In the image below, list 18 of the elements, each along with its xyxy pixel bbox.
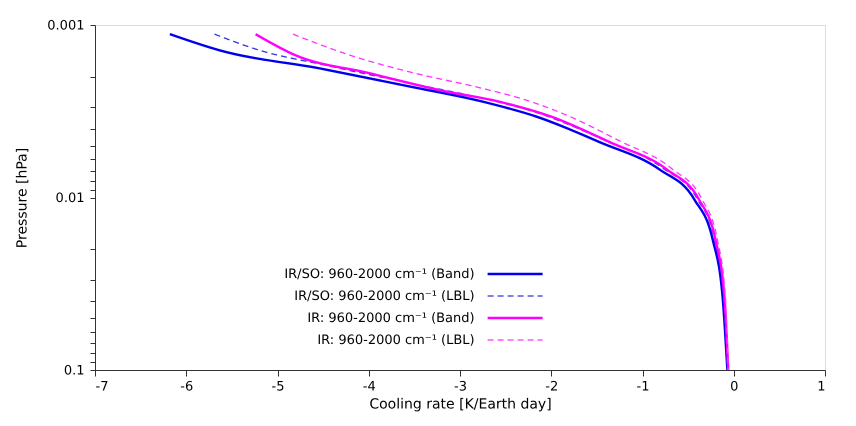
y-axis-title: Pressure [hPa] — [14, 148, 30, 248]
y-tick-label: 0.01 — [56, 191, 84, 206]
legend-label: IR: 960-2000 cm⁻¹ (Band) — [307, 311, 475, 326]
x-tick-label: 0 — [730, 380, 738, 394]
y-tick-label: 0.001 — [47, 18, 84, 34]
x-tick-label: -2 — [545, 380, 558, 394]
x-tick-label: -7 — [96, 380, 108, 394]
x-tick-label: -4 — [362, 380, 376, 394]
x-axis-title: Cooling rate [K/Earth day] — [369, 396, 552, 412]
x-tick-label: -1 — [636, 380, 650, 394]
y-tick-label: 0.1 — [64, 364, 84, 378]
x-tick-label: -5 — [272, 380, 284, 394]
legend-label: IR/SO: 960-2000 cm⁻¹ (Band) — [284, 267, 475, 282]
x-tick-label: -6 — [180, 380, 194, 394]
legend-label: IR: 960-2000 cm⁻¹ (LBL) — [317, 333, 475, 348]
legend-label: IR/SO: 960-2000 cm⁻¹ (LBL) — [294, 289, 475, 304]
x-tick-label: -3 — [454, 380, 467, 394]
x-tick-label: 1 — [817, 380, 826, 394]
